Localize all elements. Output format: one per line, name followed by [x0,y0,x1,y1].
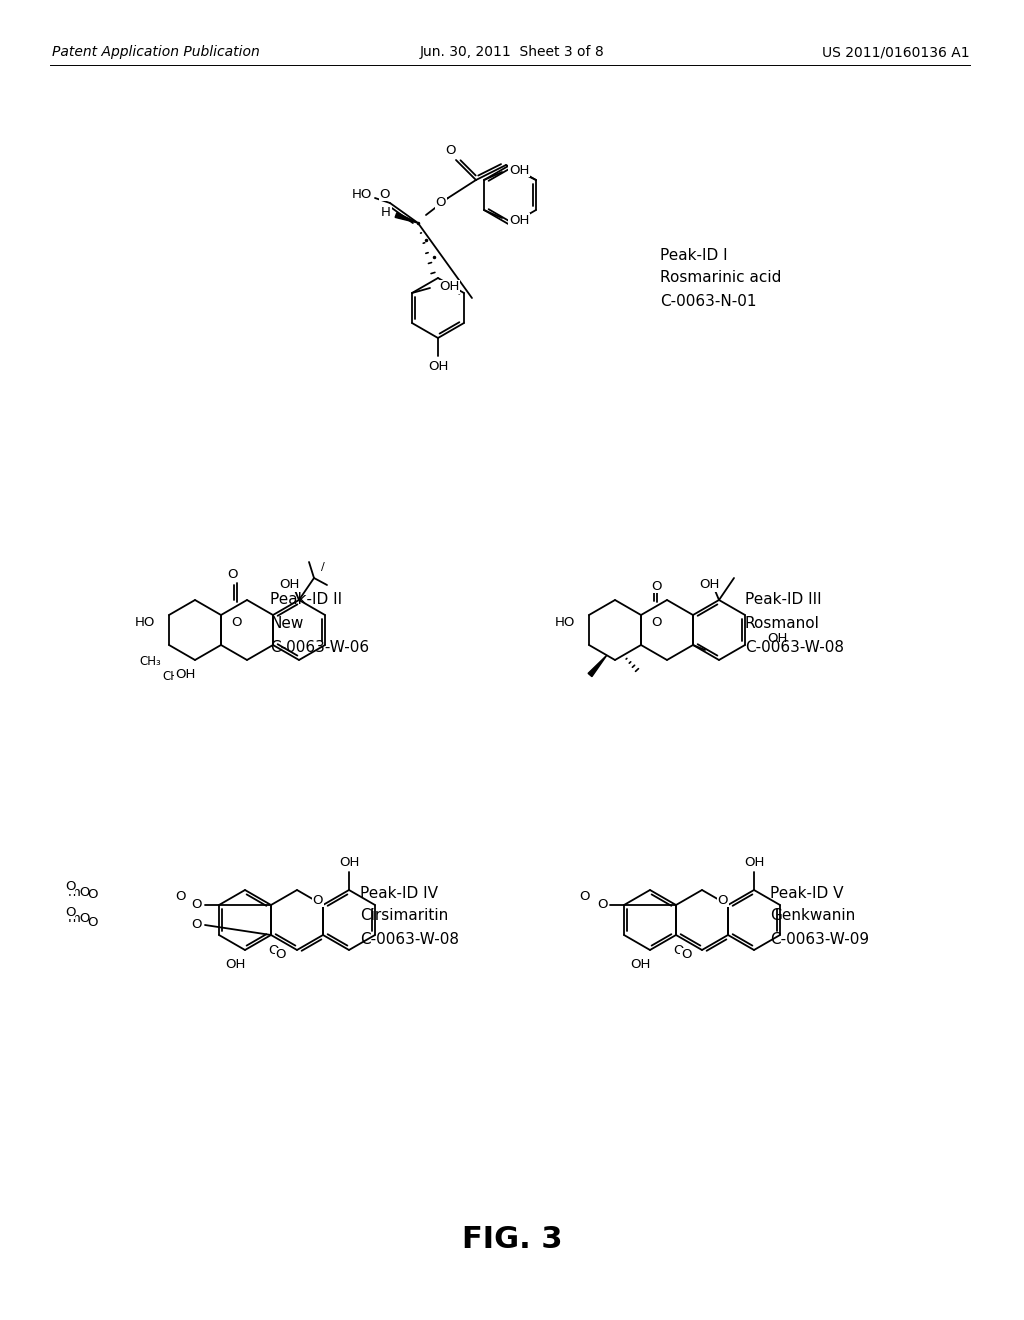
Text: O: O [312,894,324,907]
Text: FIG. 3: FIG. 3 [462,1225,562,1254]
Text: US 2011/0160136 A1: US 2011/0160136 A1 [822,45,970,59]
Text: Rosmarinic acid: Rosmarinic acid [660,271,781,285]
Text: Peak-ID I: Peak-ID I [660,248,728,263]
Text: OH: OH [509,214,529,227]
Text: O: O [87,888,97,902]
Text: OH: OH [630,957,650,970]
Text: O: O [175,890,185,903]
Text: O: O [191,919,203,932]
Text: CH₃: CH₃ [139,655,161,668]
Text: /: / [321,562,325,572]
Text: HO: HO [352,189,372,202]
Text: O: O [191,899,203,912]
Text: O: O [651,579,663,593]
Text: C-0063-W-08: C-0063-W-08 [745,639,844,655]
Text: O: O [380,187,390,201]
Text: Peak-ID IV: Peak-ID IV [360,886,438,900]
Text: O: O [226,568,238,581]
Text: O: O [65,906,75,919]
Text: O: O [580,890,590,903]
Text: O: O [65,880,75,894]
Text: HO: HO [134,615,155,628]
Text: Peak-ID II: Peak-ID II [270,593,342,607]
Text: H: H [381,206,391,219]
Text: O: O [673,944,683,957]
Text: mO: mO [68,887,91,899]
Text: C-0063-W-08: C-0063-W-08 [360,932,459,948]
Text: O: O [275,949,287,961]
Text: C-0063-W-09: C-0063-W-09 [770,932,869,948]
Text: OH: OH [279,578,299,591]
Text: O: O [651,615,663,628]
Text: Jun. 30, 2011  Sheet 3 of 8: Jun. 30, 2011 Sheet 3 of 8 [420,45,604,59]
Text: O: O [436,195,446,209]
Text: O: O [231,615,243,628]
Text: OH: OH [698,578,719,591]
Polygon shape [588,655,607,677]
Text: O: O [87,916,97,928]
Text: OH: OH [439,281,460,293]
Text: OH: OH [175,668,196,681]
Text: C-0063-N-01: C-0063-N-01 [660,294,757,309]
Text: Peak-ID V: Peak-ID V [770,886,844,900]
Text: OH: OH [509,164,529,177]
Text: CH₃: CH₃ [162,671,184,682]
Text: mO: mO [68,912,91,924]
Text: O: O [445,144,457,157]
Text: Peak-ID III: Peak-ID III [745,593,821,607]
Text: Genkwanin: Genkwanin [770,908,855,924]
Text: Patent Application Publication: Patent Application Publication [52,45,260,59]
Text: O: O [597,899,607,912]
Text: OH: OH [743,855,764,869]
Text: O: O [267,944,279,957]
Text: Rosmanol: Rosmanol [745,615,820,631]
Text: HO: HO [555,615,575,628]
Text: C-0063-W-06: C-0063-W-06 [270,639,369,655]
Text: OH: OH [339,855,359,869]
Text: New: New [270,615,303,631]
Text: OH: OH [225,957,245,970]
Text: O: O [681,949,691,961]
Text: O: O [718,894,728,907]
Polygon shape [395,213,418,223]
Text: Cirsimaritin: Cirsimaritin [360,908,449,924]
Text: OH: OH [767,631,787,644]
Text: OH: OH [428,359,449,372]
